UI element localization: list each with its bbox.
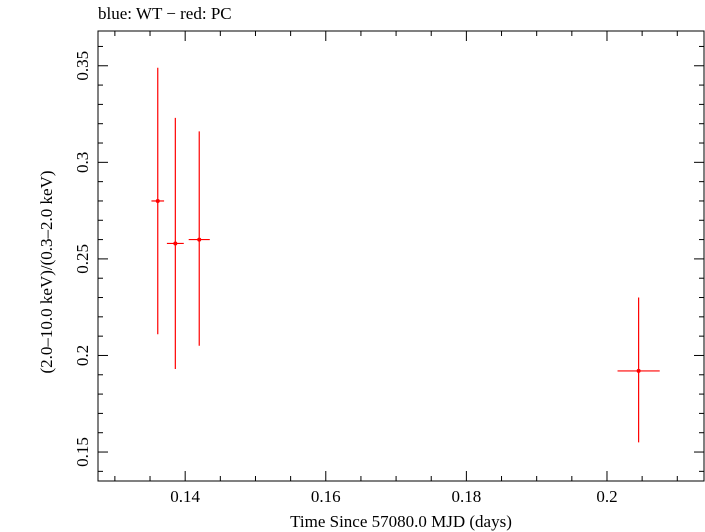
point-marker (155, 198, 160, 203)
data-point (151, 67, 165, 335)
x-tick-label: 0.16 (311, 487, 341, 506)
point-marker (197, 237, 202, 242)
axis-ticks (98, 31, 704, 481)
y-tick-label: 0.3 (73, 152, 92, 173)
x-tick-label: 0.2 (596, 487, 617, 506)
y-tick-label: 0.25 (73, 244, 92, 274)
data-point (166, 117, 184, 369)
x-tick-label: 0.14 (170, 487, 200, 506)
point-marker (173, 241, 178, 246)
data-marks (151, 67, 660, 443)
axis-tick-labels: 0.14 0.16 0.18 0.2 0.15 0.2 0.25 0.3 0.35 (73, 51, 618, 506)
y-tick-label: 0.2 (73, 345, 92, 366)
x-axis-label: Time Since 57080.0 MJD (days) (290, 512, 512, 531)
data-point (188, 131, 210, 346)
x-tick-label: 0.18 (452, 487, 482, 506)
y-tick-label: 0.35 (73, 51, 92, 81)
y-axis-label: (2.0–10.0 keV)/(0.3–2.0 keV) (37, 170, 56, 373)
point-marker (636, 368, 641, 373)
y-tick-label: 0.15 (73, 437, 92, 467)
plot-frame (97, 30, 705, 482)
chart-title: blue: WT − red: PC (98, 4, 232, 23)
data-point (617, 297, 660, 443)
